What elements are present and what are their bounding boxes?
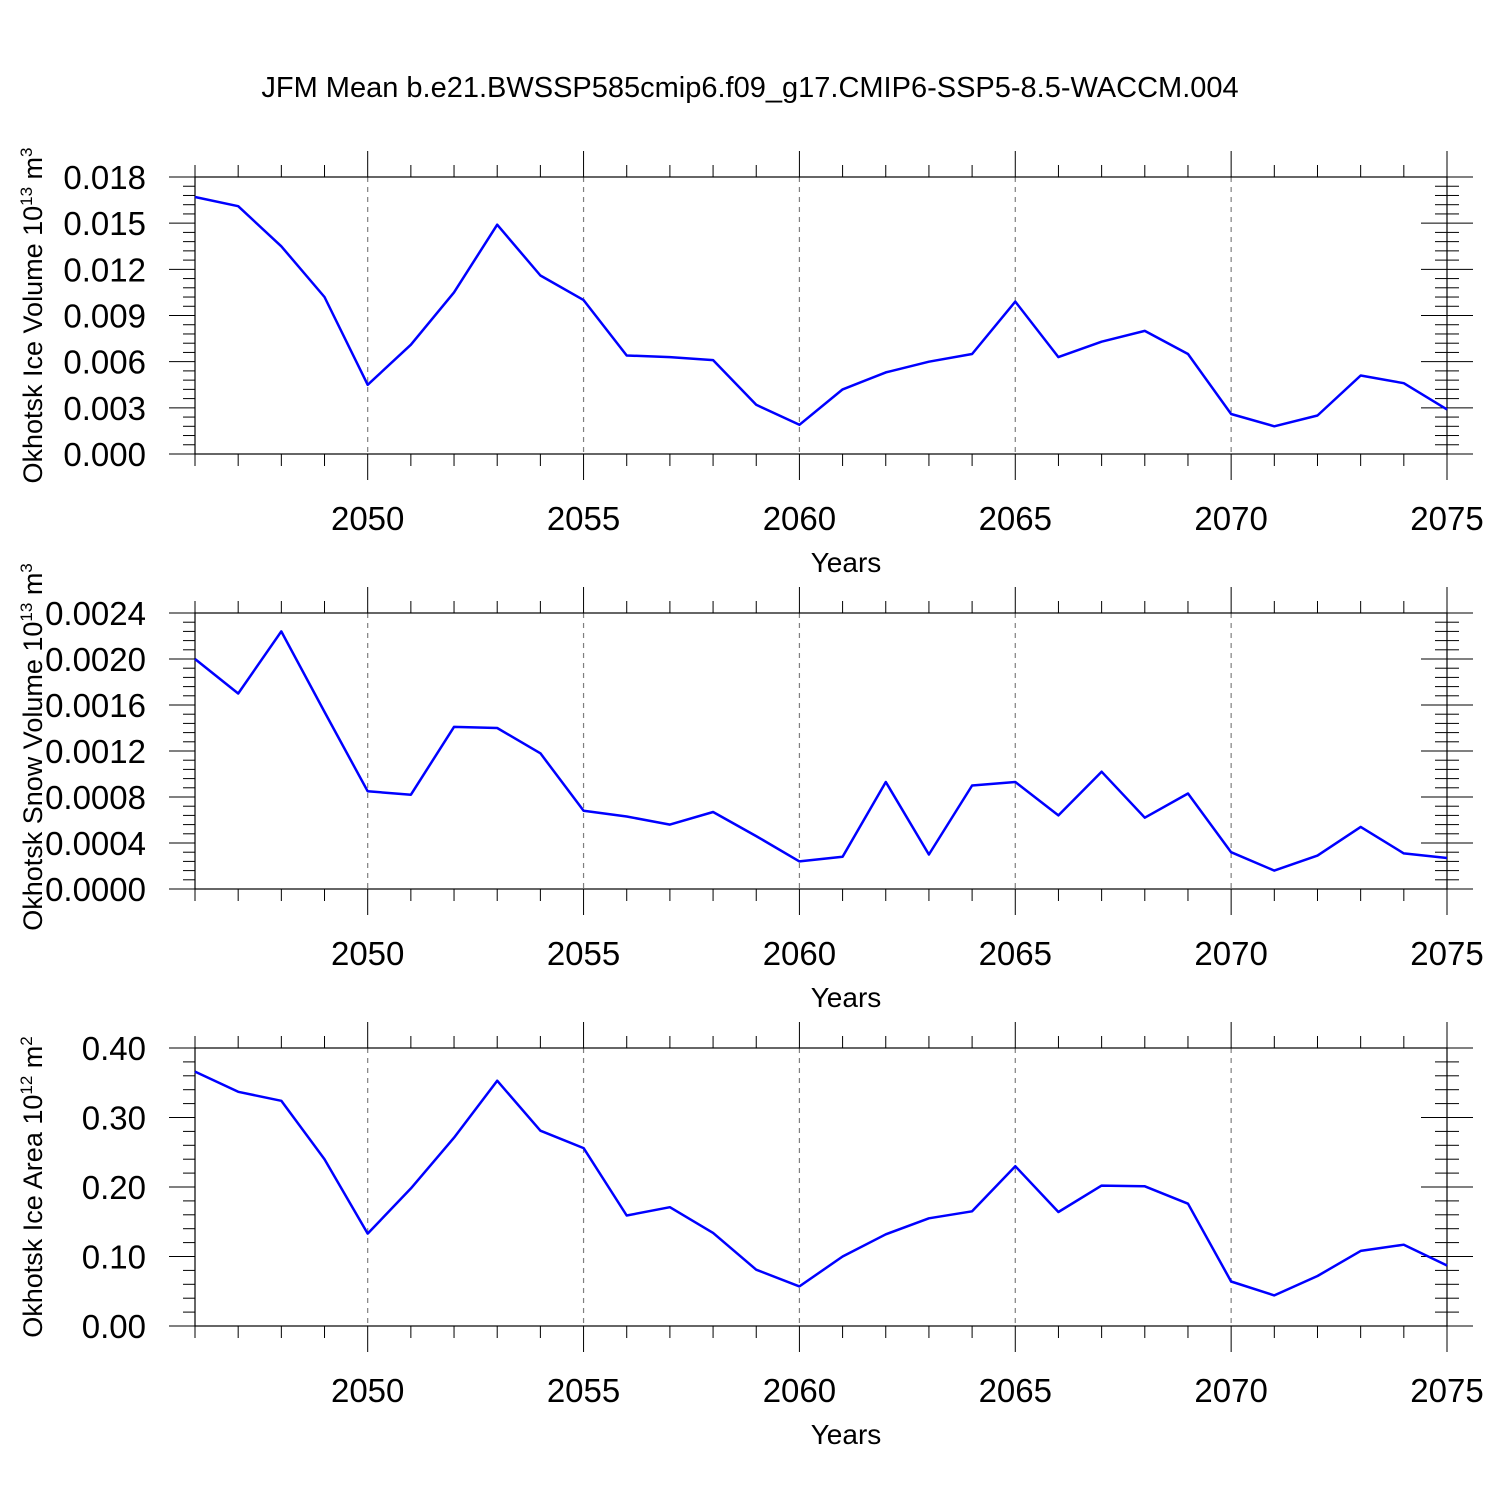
x-tick-label: 2060 — [763, 500, 836, 537]
y-tick-label: 0.012 — [63, 251, 146, 288]
x-tick-label: 2050 — [331, 1372, 404, 1409]
chart-panel-2: 2050 2055 2060 2065 2070 2075 0.0000 0.0004 0.00… — [17, 563, 1484, 1013]
x-tick-label: 2055 — [547, 1372, 620, 1409]
chart-panel-3: 2050 2055 2060 2065 2070 2075 0.00 0.10 0.20 0.30… — [17, 1022, 1484, 1450]
y-tick-label: 0.10 — [82, 1239, 146, 1276]
y-tick-label: 0.30 — [82, 1100, 146, 1137]
x-tick-label: 2055 — [547, 500, 620, 537]
data-series-line — [194, 195, 1448, 428]
chart-title: JFM Mean b.e21.BWSSP585cmip6.f09_g17.CMI… — [261, 72, 1239, 104]
y-tick-label: 0.006 — [63, 344, 146, 381]
x-tick-label: 2060 — [763, 935, 836, 972]
x-tick-label: 2055 — [547, 935, 620, 972]
y-axis-label: Okhotsk Ice Volume 1013 m3 — [17, 147, 48, 483]
y-axis-label: Okhotsk Snow Volume 1013 m3 — [17, 563, 48, 931]
x-tick-label: 2070 — [1194, 500, 1267, 537]
x-tick-label: 2070 — [1194, 935, 1267, 972]
y-axis-label: Okhotsk Ice Area 1012 m2 — [17, 1036, 48, 1338]
y-tick-label: 0.0016 — [45, 687, 146, 724]
plot-frame — [194, 176, 1448, 455]
x-tick-label: 2070 — [1194, 1372, 1267, 1409]
y-tick-label: 0.0000 — [45, 871, 146, 908]
x-tick-label: 2050 — [331, 500, 404, 537]
x-axis-label: Years — [811, 982, 882, 1013]
y-tick-label: 0.018 — [63, 159, 146, 196]
x-tick-label: 2065 — [979, 935, 1052, 972]
x-tick-label: 2065 — [979, 500, 1052, 537]
x-axis-label: Years — [811, 1419, 882, 1450]
x-tick-label: 2060 — [763, 1372, 836, 1409]
x-tick-label: 2050 — [331, 935, 404, 972]
y-tick-label: 0.0024 — [45, 595, 146, 632]
plot-frame — [194, 612, 1448, 890]
y-tick-label: 0.003 — [63, 390, 146, 427]
x-tick-label: 2075 — [1410, 935, 1483, 972]
y-tick-label: 0.0012 — [45, 733, 146, 770]
y-tick-label: 0.0008 — [45, 779, 146, 816]
y-tick-label: 0.00 — [82, 1308, 146, 1345]
y-tick-label: 0.000 — [63, 436, 146, 473]
y-tick-label: 0.015 — [63, 205, 146, 242]
x-axis-label: Years — [811, 547, 882, 578]
y-tick-label: 0.009 — [63, 298, 146, 335]
x-tick-label: 2065 — [979, 1372, 1052, 1409]
data-series-line — [194, 630, 1448, 872]
plot-frame — [194, 1047, 1448, 1327]
x-tick-label: 2075 — [1410, 1372, 1483, 1409]
y-tick-label: 0.0020 — [45, 641, 146, 678]
chart-panel-1: 2050 2055 2060 2065 2070 2075 0.000 0.003 0.006 0… — [17, 147, 1484, 578]
y-tick-label: 0.20 — [82, 1169, 146, 1206]
y-tick-label: 0.0004 — [45, 825, 146, 862]
x-tick-label: 2075 — [1410, 500, 1483, 537]
y-tick-label: 0.40 — [82, 1030, 146, 1067]
data-series-line — [194, 1070, 1448, 1297]
